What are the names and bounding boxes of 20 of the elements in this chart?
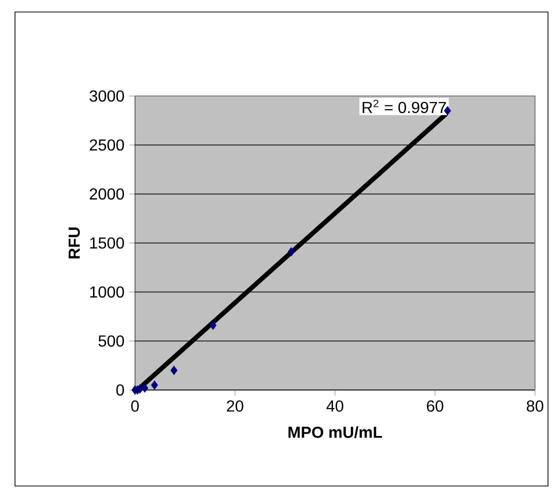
point: [210, 320, 216, 330]
y-tick-label: 3000: [90, 90, 124, 102]
point: [141, 383, 148, 393]
y-tick-label: 1500: [90, 237, 124, 249]
y-tick-label: 500: [98, 335, 124, 347]
x-tick-label: 20: [226, 400, 244, 412]
y-tick-label: 1000: [90, 286, 124, 298]
x-tick-label: 0: [131, 400, 139, 412]
y-tick-label: 2500: [90, 139, 124, 151]
y-tick-label: 2000: [90, 188, 124, 200]
point: [288, 247, 295, 256]
y-tick-label: 0: [116, 384, 124, 396]
x-axis-title: MPO mU/mL: [288, 426, 382, 438]
point: [170, 366, 178, 375]
annotation: R$^{2}$ = 0.9977: [362, 100, 446, 114]
point: [151, 380, 158, 390]
x-tick-label: 60: [426, 400, 444, 412]
x-tick-label: 40: [326, 400, 344, 412]
x-tick-label: 80: [526, 400, 544, 412]
y-axis-title: RFU: [68, 228, 80, 258]
